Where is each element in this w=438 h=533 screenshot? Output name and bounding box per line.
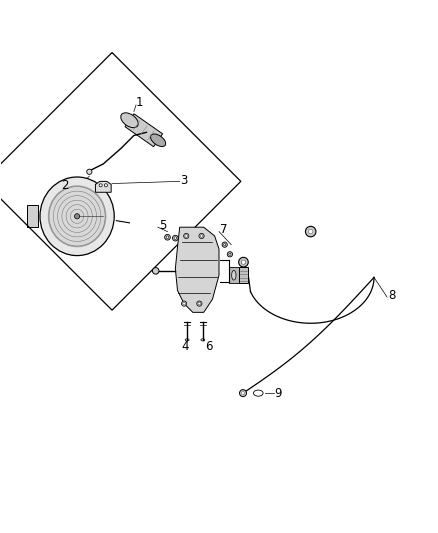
- Ellipse shape: [198, 302, 201, 305]
- Text: 9: 9: [275, 386, 282, 400]
- Ellipse shape: [185, 235, 187, 237]
- Ellipse shape: [181, 301, 187, 306]
- Ellipse shape: [174, 237, 177, 239]
- Ellipse shape: [239, 257, 248, 267]
- Text: 3: 3: [180, 174, 188, 187]
- Ellipse shape: [241, 260, 246, 264]
- Polygon shape: [175, 227, 219, 312]
- Ellipse shape: [152, 268, 159, 274]
- Ellipse shape: [104, 184, 107, 187]
- Polygon shape: [95, 181, 111, 192]
- Ellipse shape: [199, 233, 204, 239]
- Text: 5: 5: [159, 219, 166, 232]
- Text: 7: 7: [220, 223, 227, 236]
- Ellipse shape: [241, 392, 244, 394]
- Ellipse shape: [223, 244, 226, 246]
- Text: 6: 6: [205, 341, 212, 353]
- Ellipse shape: [229, 253, 231, 255]
- Text: 4: 4: [181, 341, 189, 353]
- Ellipse shape: [40, 177, 114, 256]
- Ellipse shape: [87, 169, 92, 174]
- Polygon shape: [125, 114, 162, 147]
- Ellipse shape: [222, 242, 227, 247]
- Text: 8: 8: [389, 289, 396, 302]
- Ellipse shape: [305, 227, 316, 237]
- Polygon shape: [239, 268, 248, 283]
- Ellipse shape: [227, 252, 233, 257]
- Ellipse shape: [183, 302, 185, 305]
- Ellipse shape: [197, 301, 202, 306]
- Text: 1: 1: [136, 96, 144, 109]
- Ellipse shape: [151, 134, 166, 147]
- Ellipse shape: [166, 236, 169, 239]
- Ellipse shape: [48, 186, 106, 247]
- Ellipse shape: [232, 270, 236, 280]
- Ellipse shape: [308, 229, 313, 234]
- Polygon shape: [229, 268, 239, 283]
- Polygon shape: [27, 205, 38, 227]
- Ellipse shape: [184, 233, 189, 239]
- Ellipse shape: [165, 235, 170, 240]
- Ellipse shape: [200, 235, 203, 237]
- Ellipse shape: [99, 184, 102, 187]
- Ellipse shape: [121, 113, 138, 128]
- Ellipse shape: [173, 235, 178, 241]
- Text: 2: 2: [61, 179, 68, 192]
- Ellipse shape: [74, 214, 80, 219]
- Ellipse shape: [240, 390, 247, 397]
